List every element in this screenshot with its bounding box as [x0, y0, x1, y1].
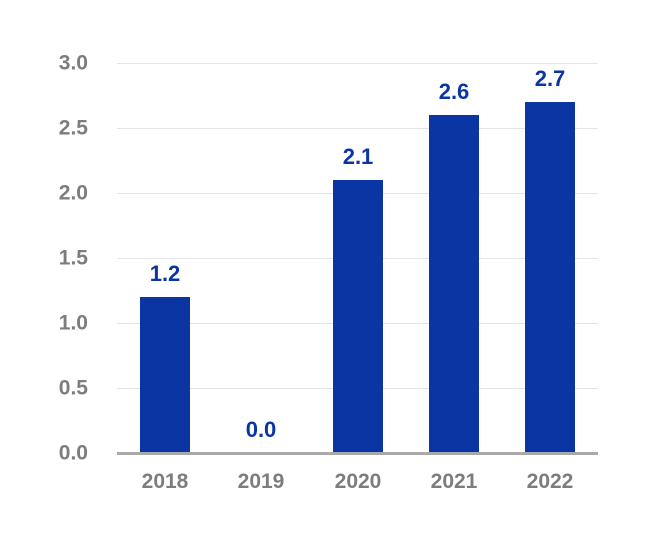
- x-axis-category-label: 2022: [526, 470, 574, 493]
- y-axis-tick-label: 3.0: [58, 51, 88, 75]
- y-axis-tick-label: 1.0: [58, 311, 88, 335]
- x-axis-category-label: 2018: [141, 470, 189, 493]
- bar-2018: [140, 297, 190, 453]
- x-axis-category-label: 2019: [237, 470, 285, 493]
- gridline: [117, 63, 598, 64]
- y-axis-tick-label: 1.5: [58, 246, 88, 270]
- bar-2021: [429, 115, 479, 453]
- x-axis-line: [117, 452, 598, 455]
- y-axis-tick-label: 0.0: [58, 441, 88, 465]
- bar-value-label: 2.7: [534, 66, 566, 91]
- gridline: [117, 128, 598, 129]
- y-axis-tick-label: 2.0: [58, 181, 88, 205]
- bar-value-label: 1.2: [149, 261, 181, 286]
- bar-value-label: 2.6: [438, 79, 470, 104]
- x-axis-category-label: 2021: [430, 470, 478, 493]
- bar-2022: [525, 102, 575, 453]
- y-axis-tick-label: 0.5: [58, 376, 88, 400]
- bar-2020: [333, 180, 383, 453]
- x-axis-category-label: 2020: [334, 470, 382, 493]
- y-axis-tick-label: 2.5: [58, 116, 88, 140]
- bar-value-label: 0.0: [245, 417, 277, 442]
- bar-value-label: 2.1: [342, 144, 374, 169]
